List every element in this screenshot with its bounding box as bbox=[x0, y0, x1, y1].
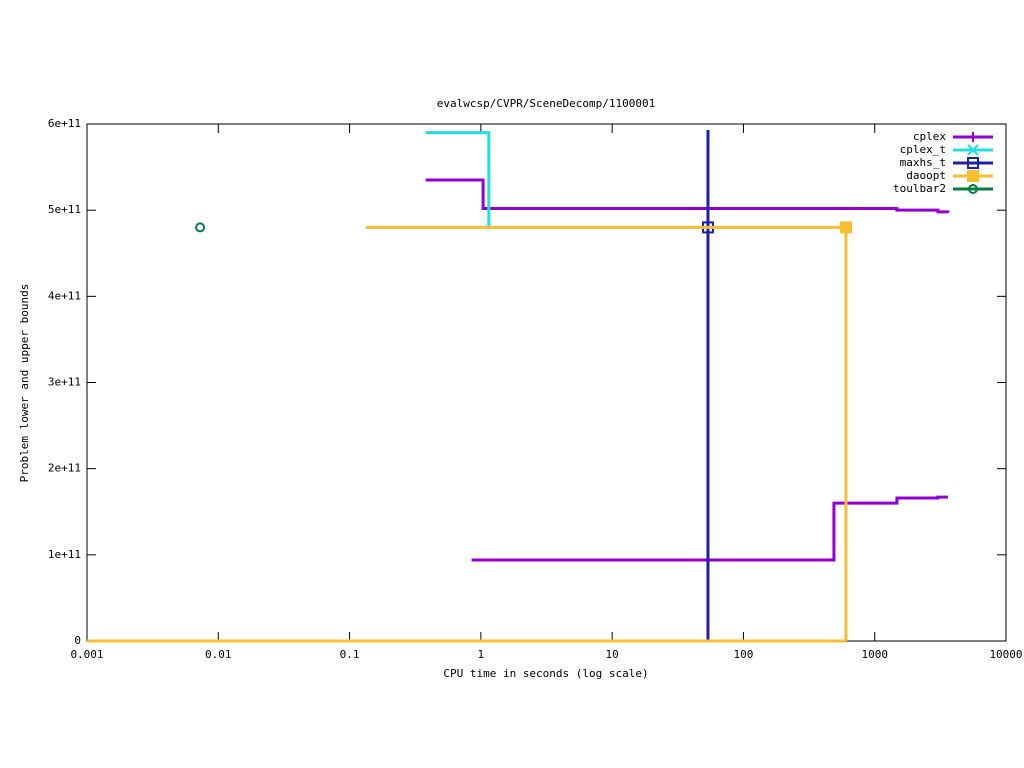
series-line bbox=[425, 178, 950, 214]
y-tick-label: 1e+11 bbox=[48, 548, 81, 561]
x-axis-label: CPU time in seconds (log scale) bbox=[443, 667, 648, 680]
series-line bbox=[425, 131, 491, 228]
y-tick-label: 4e+11 bbox=[48, 289, 81, 302]
legend-label: maxhs_t bbox=[900, 156, 946, 169]
marker bbox=[967, 157, 979, 169]
series-line bbox=[365, 225, 848, 641]
marker-shape bbox=[967, 144, 979, 156]
marker-shape bbox=[967, 170, 979, 182]
plot-frame bbox=[86, 123, 1007, 642]
marker-shape bbox=[839, 221, 852, 234]
x-tick-label: 0.1 bbox=[340, 648, 360, 661]
marker bbox=[839, 221, 852, 234]
marker-shape bbox=[968, 132, 978, 142]
series-line bbox=[471, 495, 948, 562]
x-tick-label: 100 bbox=[733, 648, 753, 661]
y-tick-label: 5e+11 bbox=[48, 203, 81, 216]
marker bbox=[195, 222, 206, 233]
legend-label: daoopt bbox=[906, 169, 946, 182]
y-tick-label: 6e+11 bbox=[48, 117, 81, 130]
chart-title: evalwcsp/CVPR/SceneDecomp/1100001 bbox=[437, 97, 656, 110]
legend-label: toulbar2 bbox=[893, 182, 946, 195]
legend-label: cplex_t bbox=[900, 143, 946, 156]
y-tick-label: 3e+11 bbox=[48, 376, 81, 389]
y-axis-label: Problem lower and upper bounds bbox=[18, 284, 31, 483]
marker-shape bbox=[968, 184, 978, 194]
legend-label: cplex bbox=[913, 130, 946, 143]
marker bbox=[968, 132, 978, 142]
y-tick-label: 2e+11 bbox=[48, 462, 81, 475]
marker bbox=[968, 184, 978, 194]
x-tick-label: 0.001 bbox=[70, 648, 103, 661]
marker-shape bbox=[195, 222, 206, 233]
x-tick-label: 10000 bbox=[989, 648, 1022, 661]
x-tick-label: 0.01 bbox=[205, 648, 232, 661]
marker bbox=[967, 144, 979, 156]
x-tick-label: 10 bbox=[606, 648, 619, 661]
x-tick-label: 1 bbox=[478, 648, 485, 661]
marker-shape bbox=[967, 157, 979, 169]
y-tick-label: 0 bbox=[74, 634, 81, 647]
marker bbox=[967, 170, 979, 182]
x-tick-label: 1000 bbox=[861, 648, 888, 661]
